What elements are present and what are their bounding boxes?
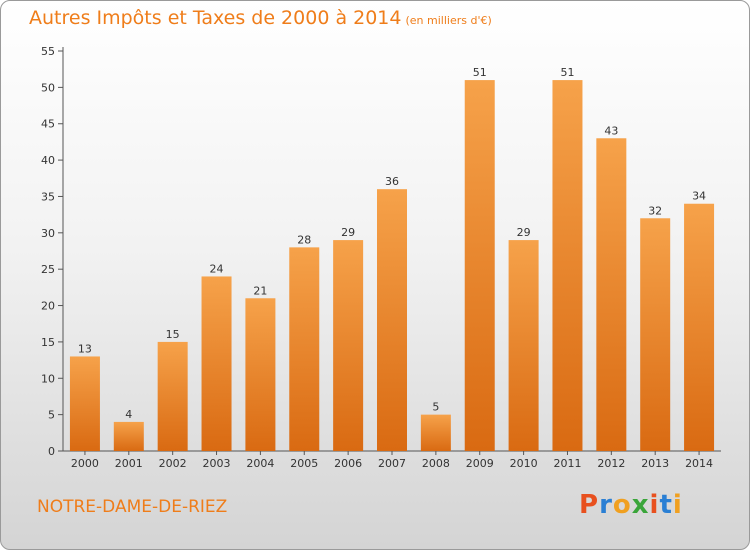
x-tick-label: 2003 [203,457,231,470]
bar-value-label: 15 [166,328,180,341]
x-tick-label: 2001 [115,457,143,470]
x-tick-label: 2006 [334,457,362,470]
logo-letter: i [649,490,660,520]
bar-value-label: 29 [517,226,531,239]
bar [684,203,715,451]
logo-letter: r [599,490,613,520]
bar [69,356,100,451]
bar [201,276,232,451]
bar-value-label: 4 [125,408,132,421]
bar [245,298,276,451]
proxiti-logo[interactable]: Proxiti [579,490,683,520]
x-tick-label: 2007 [378,457,406,470]
x-tick-label: 2000 [71,457,99,470]
bar-value-label: 29 [341,226,355,239]
chart-title: Autres Impôts et Taxes de 2000 à 2014 (en… [29,7,492,29]
x-tick-label: 2008 [422,457,450,470]
logo-letter: o [612,490,632,520]
bar-value-label: 43 [604,124,618,137]
x-tick-label: 2005 [290,457,318,470]
chart-unit: (en milliers d'€) [405,14,492,27]
bar [552,80,583,451]
y-tick-label: 20 [41,300,55,313]
bar-value-label: 32 [648,204,662,217]
x-tick-label: 2002 [159,457,187,470]
bar-value-label: 28 [297,233,311,246]
bar-value-label: 13 [78,342,92,355]
bar-value-label: 51 [473,66,487,79]
bar [113,421,144,451]
y-tick-label: 40 [41,154,55,167]
bar [333,240,364,451]
x-tick-label: 2012 [597,457,625,470]
bar-value-label: 5 [432,401,439,414]
bar-value-label: 51 [560,66,574,79]
bar [464,80,495,451]
chart-title-text: Autres Impôts et Taxes de 2000 à 2014 [29,7,402,29]
bar-value-label: 36 [385,175,399,188]
y-tick-label: 45 [41,118,55,131]
y-tick-label: 5 [48,409,55,422]
bar [596,138,627,452]
y-tick-label: 55 [41,45,55,58]
x-tick-label: 2009 [466,457,494,470]
x-tick-label: 2014 [685,457,713,470]
bar [157,341,188,451]
y-tick-label: 50 [41,81,55,94]
bar [289,247,320,451]
x-tick-label: 2013 [641,457,669,470]
y-tick-label: 35 [41,190,55,203]
logo-letter: i [672,490,683,520]
commune-name: NOTRE-DAME-DE-RIEZ [37,497,228,517]
bar [377,189,407,451]
y-tick-label: 15 [41,336,55,349]
bar [640,218,671,451]
bar [420,414,451,451]
bar-value-label: 21 [253,284,267,297]
logo-letter: P [579,490,600,520]
y-tick-label: 25 [41,263,55,276]
y-tick-label: 10 [41,372,55,385]
x-tick-label: 2011 [553,457,581,470]
x-tick-label: 2004 [246,457,274,470]
bar [508,240,539,451]
y-tick-label: 0 [48,445,55,458]
logo-letter: t [659,490,673,520]
x-tick-label: 2010 [510,457,538,470]
bar-value-label: 24 [210,262,224,275]
y-tick-label: 30 [41,227,55,240]
bar-value-label: 34 [692,190,706,203]
logo-letter: x [631,490,650,520]
